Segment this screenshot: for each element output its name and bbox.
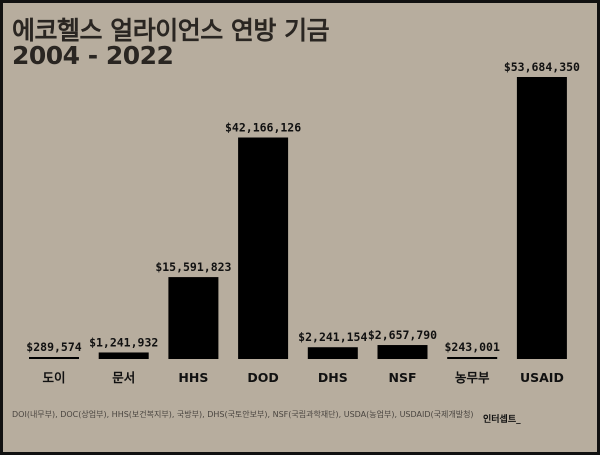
bar-3 bbox=[238, 137, 289, 359]
bar-chart: $289,574 도이 $1,241,932 문서 $15,591,823 HHS $42,… bbox=[26, 60, 580, 385]
data-label: $2,657,790 bbox=[368, 328, 437, 342]
data-label: $243,001 bbox=[445, 340, 500, 354]
category-label: 문서 bbox=[112, 370, 135, 385]
bar-1 bbox=[98, 352, 149, 359]
bar-7 bbox=[516, 77, 567, 359]
chart-title: 에코헬스 얼라이언스 연방 기금 bbox=[12, 16, 330, 45]
data-label: $289,574 bbox=[26, 340, 81, 354]
category-label: NSF bbox=[388, 370, 416, 385]
category-label: 도이 bbox=[42, 370, 65, 385]
footnote: DOI(내무부), DOC(상업부), HHS(보건복지부), 국방부), DH… bbox=[12, 410, 474, 419]
bar-4 bbox=[307, 347, 358, 359]
bar-0 bbox=[29, 357, 79, 359]
category-label: HHS bbox=[178, 370, 208, 385]
data-label: $2,241,154 bbox=[298, 330, 367, 344]
bar-2 bbox=[168, 277, 219, 359]
bar-6 bbox=[447, 357, 498, 359]
data-label: $15,591,823 bbox=[155, 260, 231, 274]
data-label: $53,684,350 bbox=[504, 60, 580, 74]
brand-logo: 인터셉트_ bbox=[483, 415, 521, 425]
chart-subtitle: 2004 - 2022 bbox=[12, 41, 174, 70]
category-label: DHS bbox=[318, 370, 348, 385]
chart-frame: 에코헬스 얼라이언스 연방 기금 2004 - 2022 $289,574 도이 $… bbox=[3, 3, 597, 452]
category-label: 농무부 bbox=[455, 370, 490, 385]
category-label: DOD bbox=[247, 370, 278, 385]
bar-5 bbox=[377, 345, 428, 359]
category-label: USAID bbox=[520, 370, 564, 385]
data-label: $42,166,126 bbox=[225, 121, 301, 135]
data-label: $1,241,932 bbox=[89, 335, 158, 349]
